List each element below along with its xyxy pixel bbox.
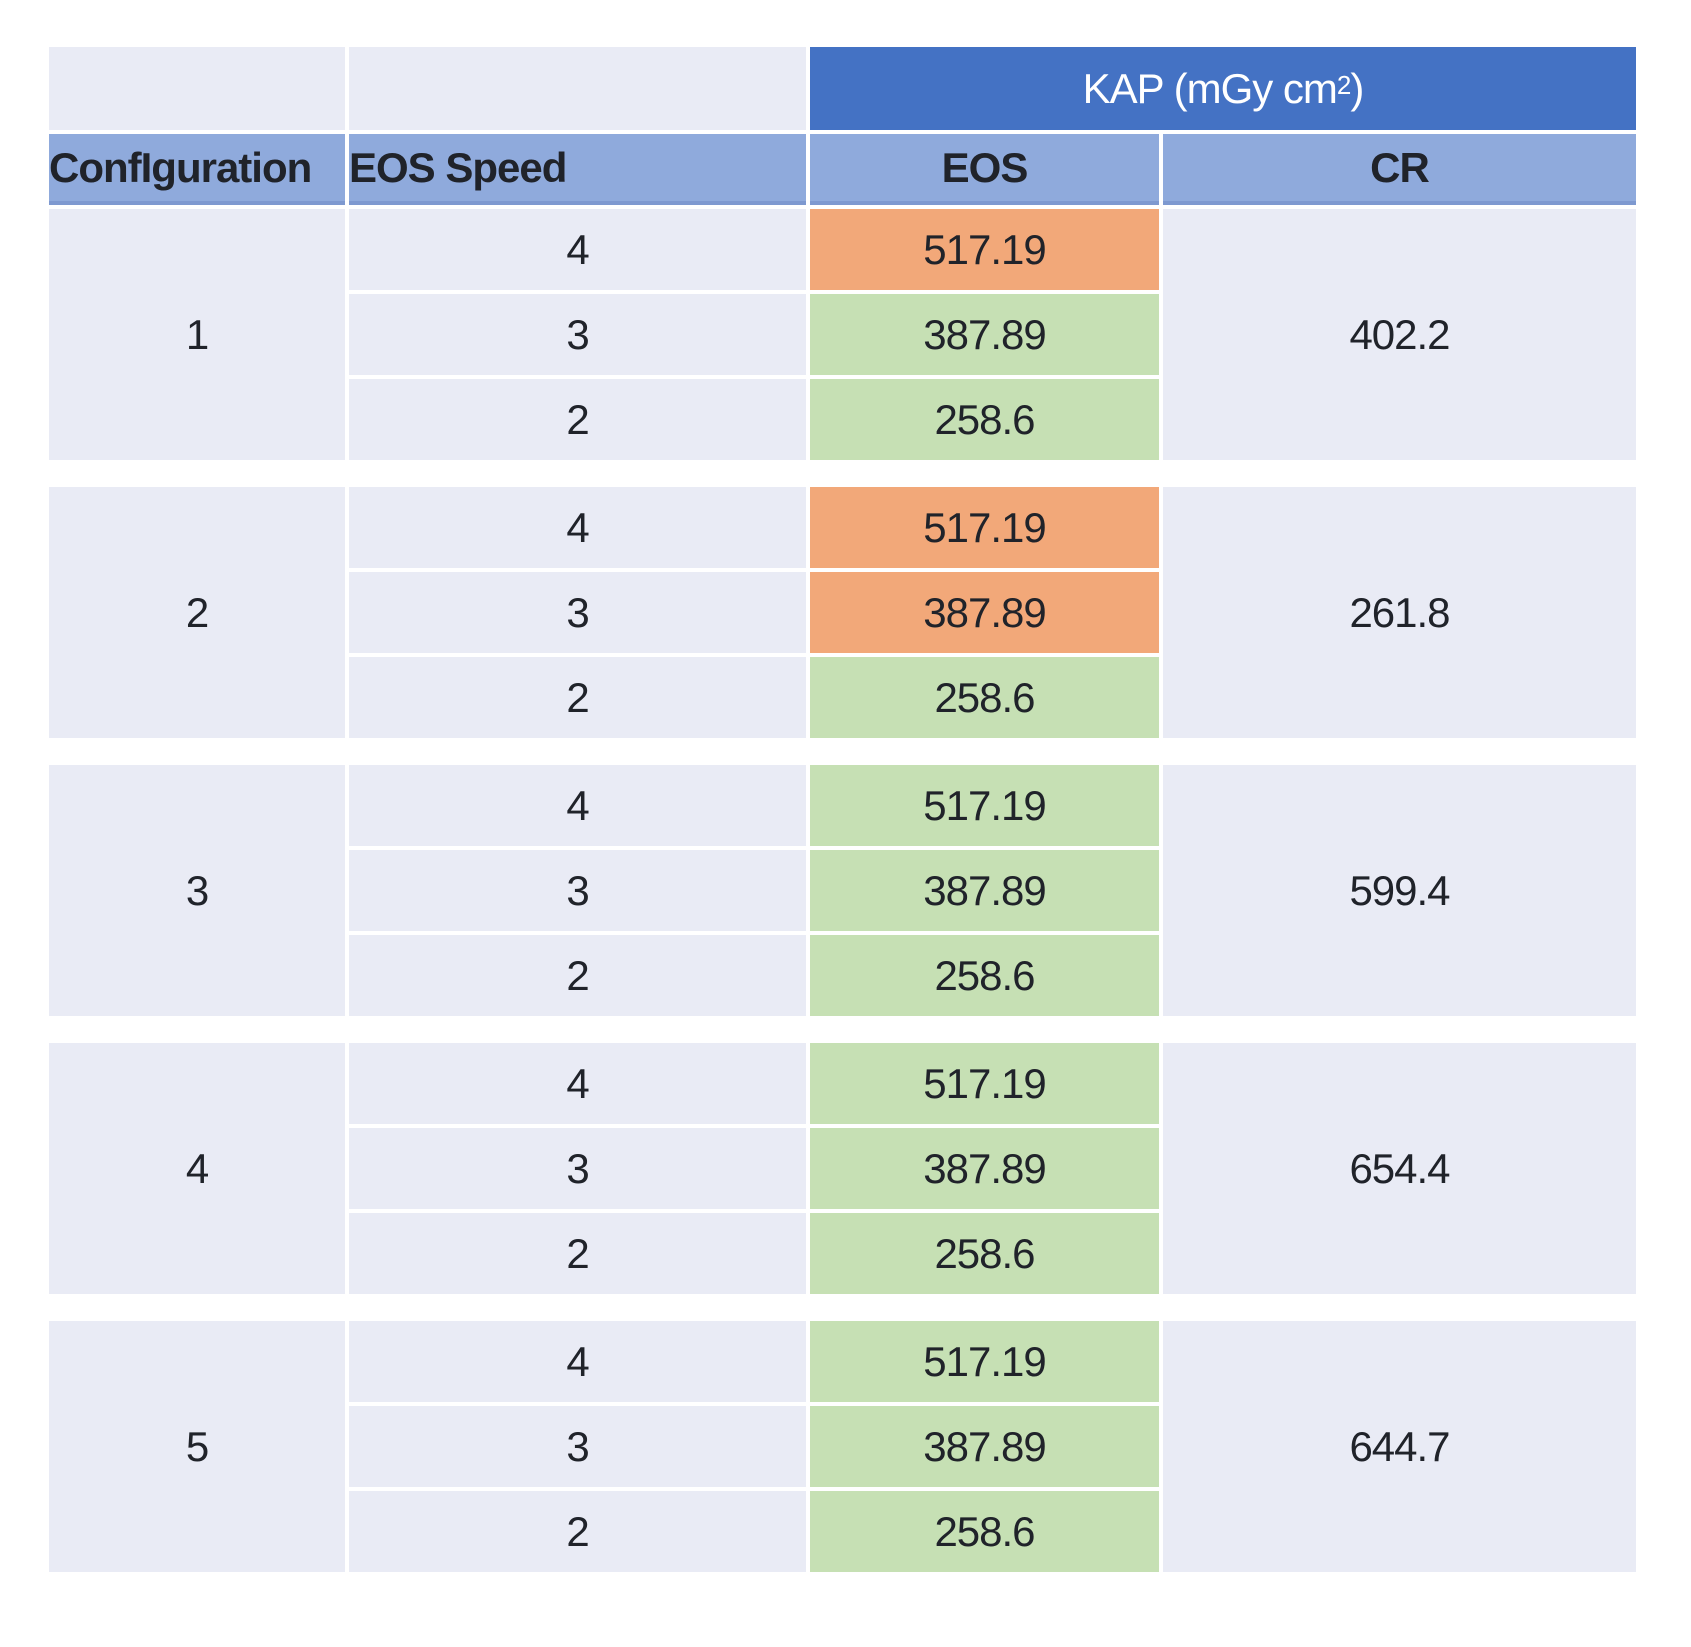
eos-kap-cell: 387.89 [810, 572, 1159, 653]
eos-speed-cell: 4 [349, 1321, 806, 1402]
eos-speed-cell: 3 [349, 572, 806, 653]
cr-kap-cell: 654.4 [1163, 1043, 1636, 1294]
kap-group-header-suffix: ) [1350, 64, 1364, 112]
column-header-eos: EOS [810, 134, 1159, 205]
eos-kap-cell: 517.19 [810, 1043, 1159, 1124]
cr-kap-cell: 402.2 [1163, 209, 1636, 460]
eos-kap-cell: 387.89 [810, 294, 1159, 375]
configuration-cell: 4 [49, 1043, 345, 1294]
eos-kap-cell: 258.6 [810, 1491, 1159, 1572]
kap-comparison-table: KAP (mGy cm 2) ConfIguration EOS Speed EO… [49, 47, 1636, 1572]
cr-kap-cell: 644.7 [1163, 1321, 1636, 1572]
eos-kap-cell: 387.89 [810, 1406, 1159, 1487]
kap-group-header-text: KAP (mGy cm [1082, 64, 1338, 112]
configuration-cell: 3 [49, 765, 345, 1016]
cr-kap-cell: 599.4 [1163, 765, 1636, 1016]
config-group-2: 2 4 517.19 261.8 3 387.89 2 258.6 [49, 487, 1636, 738]
eos-speed-cell: 4 [349, 1043, 806, 1124]
eos-speed-cell: 3 [349, 1128, 806, 1209]
eos-speed-cell: 3 [349, 1406, 806, 1487]
eos-kap-cell: 258.6 [810, 657, 1159, 738]
eos-speed-cell: 4 [349, 487, 806, 568]
column-header-eos-speed: EOS Speed [349, 134, 806, 205]
eos-speed-cell: 2 [349, 935, 806, 1016]
eos-kap-cell: 517.19 [810, 209, 1159, 290]
eos-speed-cell: 2 [349, 1213, 806, 1294]
eos-kap-cell: 517.19 [810, 765, 1159, 846]
configuration-cell: 2 [49, 487, 345, 738]
configuration-cell: 5 [49, 1321, 345, 1572]
eos-speed-cell: 2 [349, 1491, 806, 1572]
blank-header-cell-eos-speed [349, 47, 806, 130]
eos-speed-cell: 2 [349, 657, 806, 738]
eos-speed-cell: 2 [349, 379, 806, 460]
eos-speed-cell: 3 [349, 850, 806, 931]
kap-group-header-row: KAP (mGy cm 2) [49, 47, 1636, 130]
config-group-3: 3 4 517.19 599.4 3 387.89 2 258.6 [49, 765, 1636, 1016]
kap-group-header: KAP (mGy cm 2) [810, 47, 1636, 130]
configuration-cell: 1 [49, 209, 345, 460]
eos-kap-cell: 258.6 [810, 379, 1159, 460]
column-header-row: ConfIguration EOS Speed EOS CR [49, 134, 1636, 205]
eos-kap-cell: 258.6 [810, 1213, 1159, 1294]
column-header-cr: CR [1163, 134, 1636, 205]
eos-kap-cell: 517.19 [810, 1321, 1159, 1402]
config-group-4: 4 4 517.19 654.4 3 387.89 2 258.6 [49, 1043, 1636, 1294]
eos-speed-cell: 4 [349, 765, 806, 846]
config-group-1: 1 4 517.19 402.2 3 387.89 2 258.6 [49, 209, 1636, 460]
eos-kap-cell: 387.89 [810, 1128, 1159, 1209]
eos-speed-cell: 3 [349, 294, 806, 375]
eos-kap-cell: 517.19 [810, 487, 1159, 568]
eos-kap-cell: 258.6 [810, 935, 1159, 1016]
eos-kap-cell: 387.89 [810, 850, 1159, 931]
blank-header-cell-configuration [49, 47, 345, 130]
cr-kap-cell: 261.8 [1163, 487, 1636, 738]
column-header-configuration: ConfIguration [49, 134, 345, 205]
config-group-5: 5 4 517.19 644.7 3 387.89 2 258.6 [49, 1321, 1636, 1572]
eos-speed-cell: 4 [349, 209, 806, 290]
